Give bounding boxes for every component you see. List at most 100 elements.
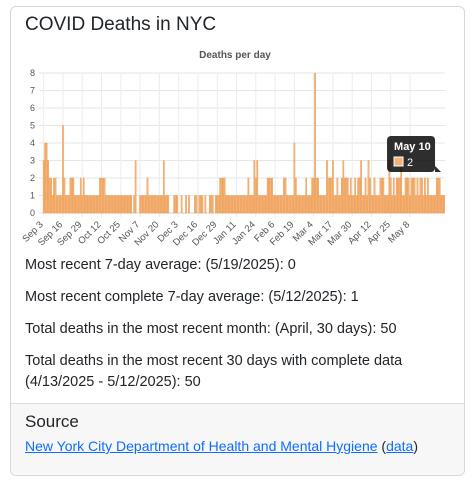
bar[interactable] [339, 195, 342, 214]
bar[interactable] [99, 177, 101, 214]
bar[interactable] [85, 195, 88, 214]
bar[interactable] [174, 195, 177, 214]
bar[interactable] [431, 195, 434, 214]
bar[interactable] [416, 177, 419, 214]
bar[interactable] [308, 195, 311, 214]
bar[interactable] [271, 177, 273, 214]
bar[interactable] [392, 177, 395, 214]
bar[interactable] [253, 160, 256, 214]
bar[interactable] [238, 195, 241, 214]
bar[interactable] [391, 195, 394, 214]
bar[interactable] [154, 195, 156, 214]
bar[interactable] [257, 195, 260, 214]
bar[interactable] [117, 195, 119, 214]
bar[interactable] [63, 177, 66, 214]
bar[interactable] [395, 177, 398, 214]
bar[interactable] [418, 195, 420, 214]
bar[interactable] [56, 195, 58, 214]
bar[interactable] [240, 195, 242, 214]
bar[interactable] [385, 195, 388, 214]
bar[interactable] [229, 195, 232, 214]
bar[interactable] [386, 195, 389, 214]
bar[interactable] [47, 160, 49, 214]
bar[interactable] [226, 195, 229, 214]
bar[interactable] [44, 142, 46, 214]
bar[interactable] [327, 177, 330, 214]
bar[interactable] [105, 195, 107, 214]
bar[interactable] [349, 177, 352, 214]
bar[interactable] [324, 195, 327, 214]
bar[interactable] [401, 195, 404, 214]
bar[interactable] [329, 177, 331, 214]
bar[interactable] [394, 195, 397, 214]
bar[interactable] [76, 195, 79, 214]
bar[interactable] [317, 177, 319, 214]
bar[interactable] [320, 195, 322, 214]
bar[interactable] [109, 195, 112, 214]
bar[interactable] [403, 195, 405, 214]
bar[interactable] [254, 177, 257, 214]
bar[interactable] [106, 195, 109, 214]
bar[interactable] [323, 195, 325, 214]
bar[interactable] [194, 195, 196, 214]
bar[interactable] [127, 195, 130, 214]
bar[interactable] [220, 177, 223, 214]
bar[interactable] [296, 195, 299, 214]
bar[interactable] [130, 195, 133, 214]
bar[interactable] [59, 195, 61, 214]
bar[interactable] [398, 177, 401, 214]
bar[interactable] [247, 177, 250, 214]
bar[interactable] [102, 177, 104, 214]
bar[interactable] [173, 195, 176, 214]
bar[interactable] [342, 160, 345, 214]
bar[interactable] [124, 195, 127, 214]
bar[interactable] [234, 195, 236, 214]
bar[interactable] [300, 195, 303, 214]
bar[interactable] [305, 177, 308, 214]
bar[interactable] [407, 177, 410, 214]
bar[interactable] [50, 177, 52, 214]
bar[interactable] [244, 195, 247, 214]
bar[interactable] [382, 177, 385, 214]
bar[interactable] [180, 195, 183, 214]
bar[interactable] [286, 195, 288, 214]
bar[interactable] [427, 177, 429, 214]
bar[interactable] [263, 195, 266, 214]
bar[interactable] [268, 177, 270, 214]
bar[interactable] [103, 177, 106, 214]
bar[interactable] [134, 160, 137, 214]
bar[interactable] [68, 195, 70, 214]
bar[interactable] [428, 195, 431, 214]
bar[interactable] [437, 177, 440, 214]
bar[interactable] [75, 195, 78, 214]
bar[interactable] [361, 195, 364, 214]
bar[interactable] [90, 195, 92, 214]
bar[interactable] [364, 177, 367, 214]
bar[interactable] [195, 195, 198, 214]
bar[interactable] [82, 177, 85, 214]
bar[interactable] [311, 177, 313, 214]
bar[interactable] [45, 142, 48, 214]
bar[interactable] [372, 195, 374, 214]
bar[interactable] [145, 195, 147, 214]
bar[interactable] [430, 195, 432, 214]
bar[interactable] [139, 195, 141, 214]
bar[interactable] [381, 177, 383, 214]
bar[interactable] [115, 195, 118, 214]
bar[interactable] [185, 195, 187, 214]
bar[interactable] [211, 195, 214, 214]
bar[interactable] [360, 160, 362, 214]
bar[interactable] [155, 195, 158, 214]
bar[interactable] [333, 195, 336, 214]
bar[interactable] [299, 195, 302, 214]
bar[interactable] [71, 177, 73, 214]
bar[interactable] [53, 177, 55, 214]
bar[interactable] [81, 195, 84, 214]
bar[interactable] [318, 195, 321, 214]
bar[interactable] [167, 195, 170, 214]
bar[interactable] [204, 195, 207, 214]
bar[interactable] [249, 195, 251, 214]
bar[interactable] [419, 177, 422, 214]
bar[interactable] [367, 160, 370, 214]
bar[interactable] [222, 177, 224, 214]
